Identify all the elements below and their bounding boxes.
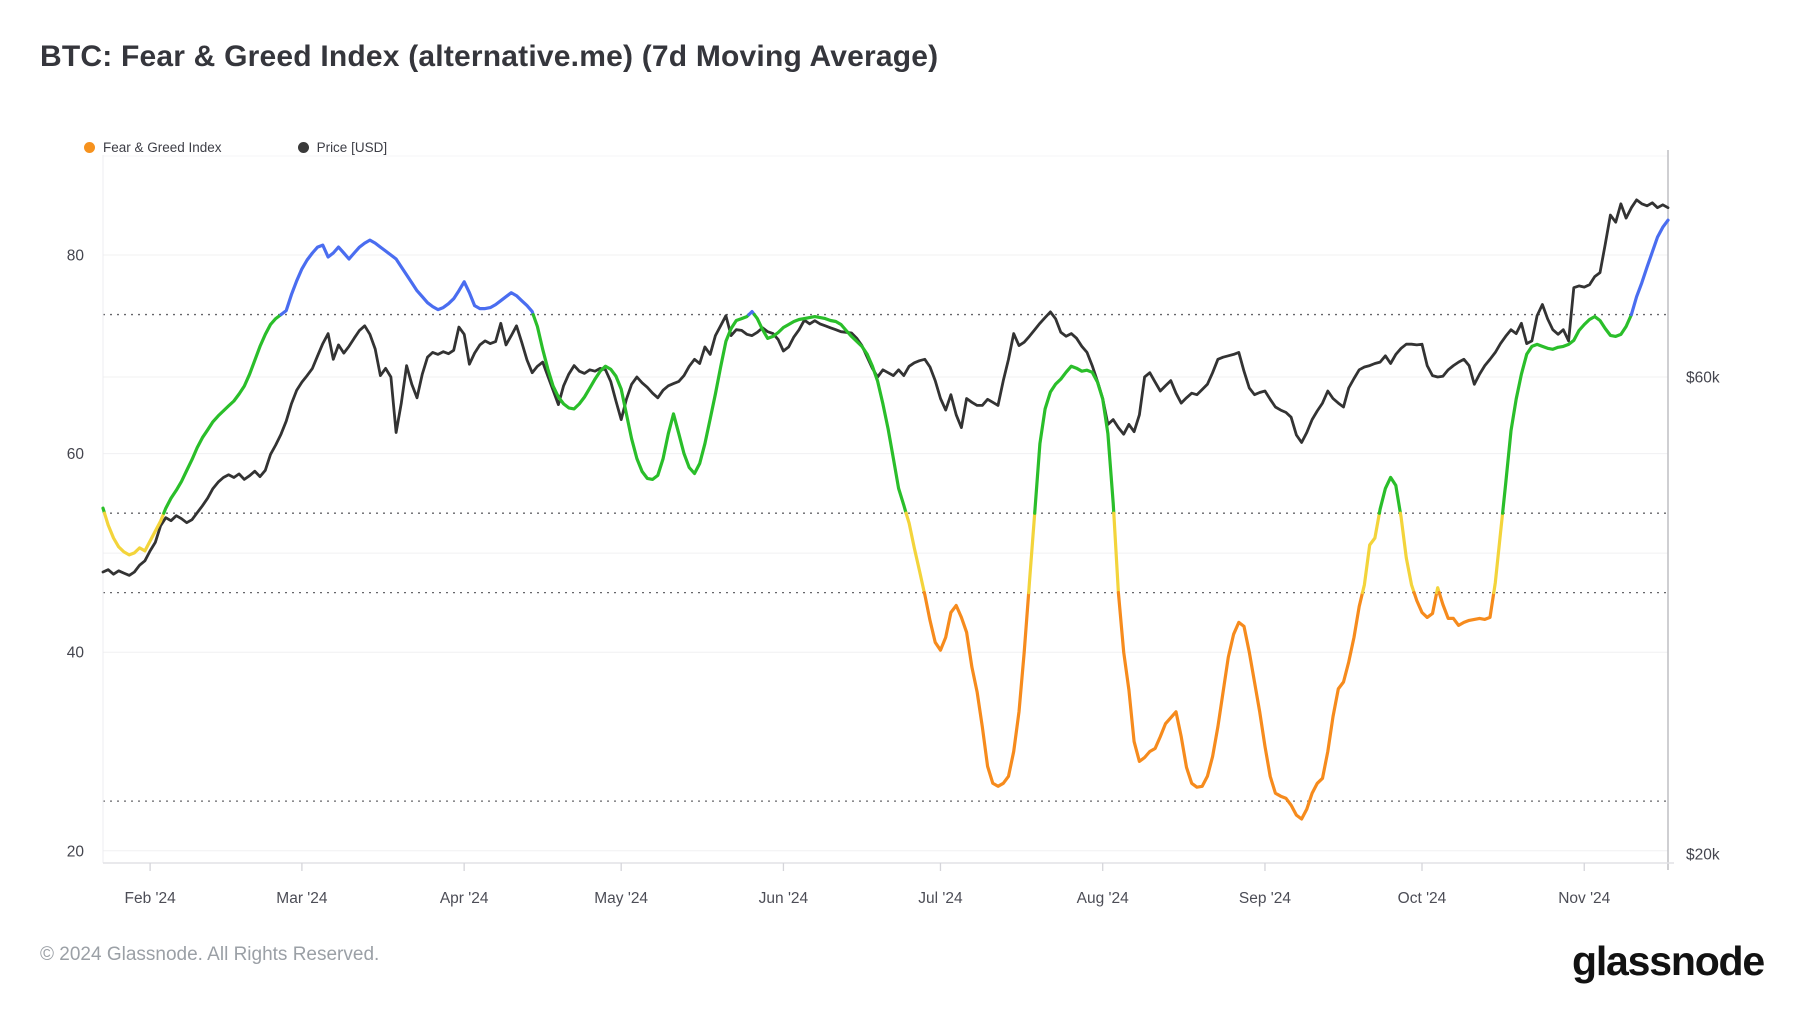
y-left-tick-label-80: 80 bbox=[67, 248, 85, 265]
x-tick-label: Mar '24 bbox=[276, 890, 328, 907]
fear-greed-line-greed-green bbox=[752, 313, 908, 515]
page-title: BTC: Fear & Greed Index (alternative.me)… bbox=[40, 40, 939, 73]
legend-item-price-usd-[interactable]: Price [USD] bbox=[297, 140, 388, 155]
fear-greed-line-neutral-yellow bbox=[1112, 511, 1121, 595]
fear-greed-line-greed-green bbox=[1377, 475, 1403, 515]
x-tick-label: May '24 bbox=[594, 890, 648, 907]
legend-label: Fear & Greed Index bbox=[103, 140, 222, 155]
fear-greed-line-neutral-yellow bbox=[102, 511, 166, 557]
legend-dot-icon bbox=[297, 142, 309, 153]
fear-greed-line-fear-orange bbox=[1116, 590, 1365, 821]
x-tick-label: Nov '24 bbox=[1558, 890, 1610, 907]
x-tick-label: Sep '24 bbox=[1239, 890, 1291, 907]
fear-greed-line-greed-green bbox=[531, 313, 751, 481]
legend-label: Price [USD] bbox=[316, 140, 388, 155]
fear-greed-line-extreme-greed-blue bbox=[1629, 218, 1670, 317]
fear-greed-line-greed-green bbox=[162, 313, 283, 515]
fear-greed-line-neutral-yellow bbox=[1435, 586, 1441, 595]
fear-greed-line-greed-green bbox=[1500, 313, 1634, 515]
y-left-tick-label-40: 40 bbox=[67, 645, 85, 662]
price-usd-line bbox=[101, 198, 1670, 577]
x-tick-label: Feb '24 bbox=[124, 890, 176, 907]
copyright-text: © 2024 Glassnode. All Rights Reserved. bbox=[40, 944, 380, 965]
fear-greed-line-neutral-yellow bbox=[1398, 511, 1416, 595]
fear-greed-line-fear-orange bbox=[1412, 590, 1439, 620]
chart-legend: Fear & Greed Index Price [USD] bbox=[84, 140, 387, 155]
fear-greed-line-neutral-yellow bbox=[1360, 511, 1382, 595]
x-tick-label: Oct '24 bbox=[1398, 890, 1447, 907]
legend-dot-icon bbox=[84, 142, 95, 153]
fear-greed-line-neutral-yellow bbox=[904, 511, 926, 595]
fear-greed-line-neutral-yellow bbox=[1027, 511, 1037, 595]
fear-greed-line-fear-orange bbox=[922, 590, 1031, 788]
fear-greed-line-neutral-yellow bbox=[1492, 511, 1505, 595]
x-tick-label: Aug '24 bbox=[1077, 890, 1129, 907]
fear-greed-line-extreme-greed-blue bbox=[279, 238, 535, 317]
x-tick-label: Jun '24 bbox=[759, 890, 809, 907]
y-left-tick-label-60: 60 bbox=[67, 446, 85, 463]
x-tick-label: Jul '24 bbox=[918, 890, 963, 907]
fear-greed-line-fear-orange bbox=[1437, 590, 1496, 628]
y-right-tick-label-20k: $20k bbox=[1686, 847, 1720, 864]
glassnode-logo: glassnode bbox=[1572, 938, 1765, 984]
y-left-tick-label-20: 20 bbox=[67, 843, 85, 860]
fear-greed-line-greed-green bbox=[1033, 364, 1116, 515]
x-tick-label: Apr '24 bbox=[440, 890, 489, 907]
y-right-tick-label-60k: $60k bbox=[1686, 370, 1720, 387]
legend-item-fear-greed-index[interactable]: Fear & Greed Index bbox=[84, 140, 222, 155]
